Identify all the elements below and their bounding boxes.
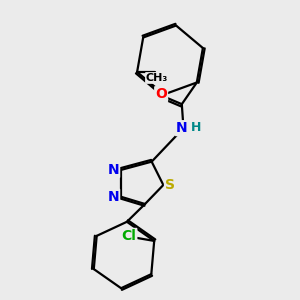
- Text: N: N: [107, 190, 119, 204]
- Text: H: H: [191, 121, 201, 134]
- Text: Cl: Cl: [122, 229, 136, 243]
- Text: N: N: [107, 163, 119, 177]
- Text: CH₃: CH₃: [146, 73, 168, 83]
- Text: S: S: [165, 178, 175, 192]
- Text: O: O: [155, 87, 167, 101]
- Text: N: N: [176, 121, 188, 135]
